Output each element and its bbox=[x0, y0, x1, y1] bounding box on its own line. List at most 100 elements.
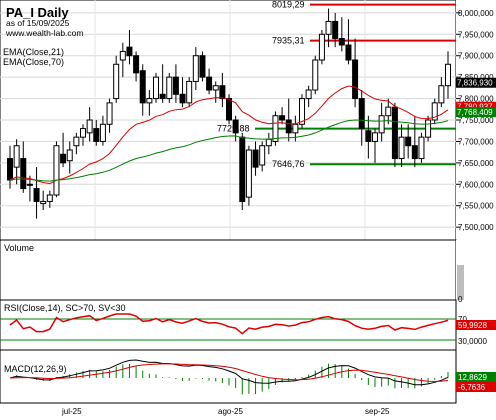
price-axis: 7,500,000 7,550,000 7,600,000 7,650,000 7,70… bbox=[456, 0, 496, 240]
candle bbox=[206, 68, 213, 95]
macd-line bbox=[9, 359, 449, 386]
macd-panel: MACD(12,26,9) 12,8629 -6,7636 bbox=[0, 349, 496, 404]
candle bbox=[106, 98, 113, 133]
candle bbox=[272, 111, 279, 146]
as-of-date: as of 15/09/2025 bbox=[6, 18, 70, 28]
candle bbox=[166, 72, 173, 103]
source-label: www.wealth-lab.com bbox=[5, 28, 83, 38]
candle bbox=[66, 141, 73, 174]
legend-ema21: EMA(Close,21) bbox=[3, 47, 64, 57]
candle bbox=[146, 90, 153, 116]
candle bbox=[438, 77, 445, 108]
candle bbox=[252, 141, 259, 176]
candle bbox=[159, 64, 166, 103]
candle bbox=[53, 141, 60, 198]
price-axis-bg bbox=[456, 0, 496, 240]
candle bbox=[239, 132, 246, 210]
price-tick-label: 7,850,000 bbox=[458, 73, 494, 82]
candle bbox=[259, 141, 266, 172]
price-tick-label: 7,700,000 bbox=[458, 137, 494, 146]
candlesticks bbox=[7, 8, 451, 219]
candle bbox=[305, 85, 312, 108]
candle bbox=[86, 107, 93, 142]
level-label: 7646,76 bbox=[272, 159, 305, 169]
macd-badge1-bg bbox=[456, 372, 496, 382]
candle bbox=[186, 77, 193, 108]
price-badge-bg bbox=[456, 101, 496, 112]
macd-badge2: -6,7636 bbox=[458, 383, 486, 392]
candle bbox=[372, 128, 378, 163]
candle bbox=[126, 30, 133, 65]
rsi-line bbox=[9, 313, 449, 335]
candle bbox=[338, 17, 345, 52]
candle bbox=[398, 124, 405, 168]
volume-panel-frame bbox=[0, 239, 457, 301]
candle bbox=[445, 51, 451, 99]
candle bbox=[332, 12, 339, 48]
candle bbox=[60, 132, 67, 168]
candle bbox=[139, 64, 146, 116]
candle bbox=[33, 167, 40, 219]
candle bbox=[352, 38, 359, 108]
rsi-panel-frame bbox=[0, 299, 457, 351]
candle bbox=[425, 115, 432, 142]
price-tick-label: 7,550,000 bbox=[458, 202, 494, 211]
x-label-ago: ago-25 bbox=[218, 407, 243, 416]
candle bbox=[431, 98, 438, 125]
price-badge: 7,836,930 bbox=[457, 79, 493, 88]
macd-badge1: 12,8629 bbox=[458, 373, 487, 382]
rsi-badge-bg bbox=[456, 320, 496, 330]
candle bbox=[199, 51, 206, 82]
candle bbox=[153, 72, 159, 103]
x-axis: jul-25 ago-25 sep-25 bbox=[0, 402, 456, 416]
candle bbox=[133, 51, 140, 82]
price-tick-label: 7,950,000 bbox=[458, 30, 494, 39]
price-badge-bg bbox=[456, 107, 496, 118]
price-tick-label: 7,600,000 bbox=[458, 180, 494, 189]
candle bbox=[46, 190, 53, 208]
candle bbox=[212, 81, 219, 103]
volume-scale-bar bbox=[457, 265, 464, 300]
x-label-jul: jul-25 bbox=[61, 407, 82, 416]
candle bbox=[232, 115, 239, 142]
rsi-label: RSI(Close,14), SC>70, SV<30 bbox=[4, 303, 126, 313]
rsi-panel: RSI(Close,14), SC>70, SV<30 70 30,0000 5… bbox=[0, 299, 496, 351]
price-badge-bg bbox=[456, 77, 496, 88]
candle bbox=[325, 8, 332, 48]
ema21-line bbox=[9, 85, 449, 185]
candle bbox=[172, 64, 179, 103]
volume-panel: Volume 0 bbox=[0, 239, 496, 304]
price-badge: 7,768,409 bbox=[457, 108, 493, 117]
macd-badge2-bg bbox=[456, 382, 496, 392]
candle bbox=[119, 42, 126, 78]
ema70-line bbox=[9, 119, 449, 182]
rsi-tick-30: 30,0000 bbox=[458, 337, 487, 346]
macd-signal-line bbox=[9, 363, 449, 382]
candle bbox=[179, 77, 186, 108]
price-tick-label: 7,800,000 bbox=[458, 95, 494, 104]
rsi-badge: 59,9928 bbox=[458, 321, 487, 330]
candle bbox=[99, 115, 106, 146]
candle bbox=[113, 55, 120, 103]
price-tick-label: 7,650,000 bbox=[458, 159, 494, 168]
candle bbox=[358, 90, 365, 146]
volume-label: Volume bbox=[4, 243, 34, 253]
candle bbox=[80, 124, 86, 146]
candle bbox=[20, 141, 27, 193]
rsi-tick-70: 70 bbox=[458, 315, 467, 324]
candle bbox=[391, 102, 398, 168]
price-tick-label: 8,000,000 bbox=[458, 9, 494, 18]
candle bbox=[345, 19, 352, 65]
candle bbox=[279, 107, 286, 125]
candle bbox=[378, 102, 385, 142]
volume-tick-0: 0 bbox=[458, 295, 463, 304]
level-label: 7935,31 bbox=[272, 36, 305, 46]
candle bbox=[312, 55, 319, 95]
candle bbox=[365, 115, 372, 159]
price-tick-label: 7,500,000 bbox=[458, 223, 494, 232]
price-tick-label: 7,900,000 bbox=[458, 52, 494, 61]
candle bbox=[73, 132, 80, 155]
macd-label: MACD(12,26,9) bbox=[4, 364, 67, 374]
